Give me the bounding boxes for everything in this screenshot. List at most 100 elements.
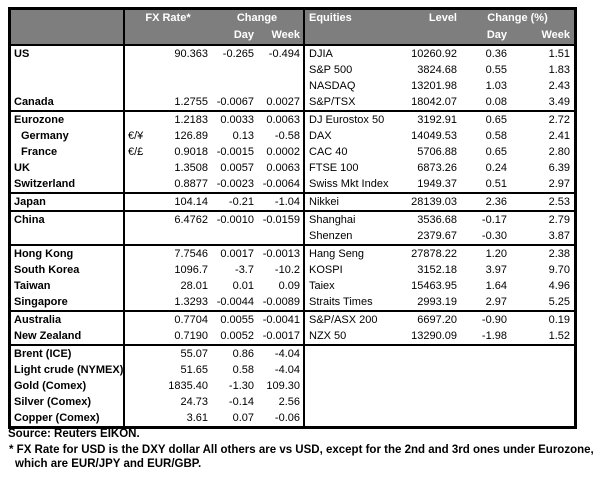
equity-week-change-cell xyxy=(511,410,574,426)
table-section: Japan 104.14 -0.21 -1.04 Nikkei 28139.03 2.36 2… xyxy=(11,192,574,210)
table-row: Silver (Comex) 24.73 -0.14 2.56 xyxy=(11,394,574,410)
country-cell: Canada xyxy=(11,94,125,110)
fx-week-change-cell: -1.04 xyxy=(257,194,305,210)
fx-rate-cell: 0.8877 xyxy=(174,178,208,190)
table-row: Eurozone 1.2183 0.0033 0.0063 DJ Eurostox 50… xyxy=(11,112,574,128)
equity-name-cell: FTSE 100 xyxy=(309,162,359,174)
equity-week-change-cell: 2.53 xyxy=(548,196,570,208)
currency-pair-cell xyxy=(125,378,151,394)
header-corner-cell-2 xyxy=(11,27,125,44)
fx-rate-cell: 51.65 xyxy=(180,364,208,376)
fx-week-change-cell: 0.0002 xyxy=(257,144,305,160)
equity-level-cell xyxy=(397,394,461,410)
equity-week-change-cell xyxy=(511,346,574,362)
equity-week-change-cell: 1.52 xyxy=(548,330,570,342)
table-section: Eurozone 1.2183 0.0033 0.0063 DJ Eurostox 50… xyxy=(11,110,574,192)
equity-week-change-cell: 2.79 xyxy=(548,214,570,226)
table-row: Brent (ICE) 55.07 0.86 -4.04 xyxy=(11,346,574,362)
currency-pair-cell xyxy=(125,160,151,176)
equity-week-change-cell xyxy=(511,362,574,378)
fx-week-change-cell: -0.0041 xyxy=(257,312,305,328)
equity-name-cell: Swiss Mkt Index xyxy=(309,178,389,190)
fx-week-change-cell: -0.494 xyxy=(257,46,305,62)
fx-day-change-cell xyxy=(211,62,257,78)
country-cell xyxy=(11,228,125,244)
fx-day-change-cell: -3.7 xyxy=(235,264,254,276)
equity-week-change-cell: 9.70 xyxy=(548,264,570,276)
equity-day-change-cell xyxy=(461,394,511,410)
fx-day-change-cell: 0.0017 xyxy=(220,248,254,260)
fx-week-change-cell: -4.04 xyxy=(257,346,305,362)
equity-level-cell: 28139.03 xyxy=(411,196,457,208)
equity-name-cell: DAX xyxy=(309,130,332,142)
equity-level-cell xyxy=(397,346,461,362)
fx-equities-table: FX Rate* Change Equities Level Change (%… xyxy=(8,7,577,429)
equity-week-change-cell: 2.41 xyxy=(548,130,570,142)
fx-week-change-cell: -10.2 xyxy=(257,262,305,278)
equity-level-cell xyxy=(397,362,461,378)
fx-week-change-cell: -0.0159 xyxy=(257,212,305,228)
equity-level-cell: 18042.07 xyxy=(411,96,457,108)
table-row: Copper (Comex) 3.61 0.07 -0.06 xyxy=(11,410,574,426)
equity-week-change-cell: 2.72 xyxy=(548,114,570,126)
equity-name-cell: KOSPI xyxy=(309,264,343,276)
table-section: Hong Kong 7.7546 0.0017 -0.0013 Hang Seng 278… xyxy=(11,244,574,310)
fx-rate-cell: 0.7190 xyxy=(174,330,208,342)
equity-week-change-cell xyxy=(511,378,574,394)
header-corner-cell xyxy=(11,10,125,27)
equity-day-change-cell: 2.36 xyxy=(485,196,507,208)
fx-day-change-cell: 0.86 xyxy=(232,348,254,360)
equity-week-change-cell: 2.80 xyxy=(548,146,570,158)
equity-week-change-cell: 3.87 xyxy=(548,230,570,242)
country-cell: Switzerland xyxy=(11,176,125,192)
equity-week-change-cell xyxy=(511,394,574,410)
equity-level-cell: 15463.95 xyxy=(411,280,457,292)
equity-week-change-cell: 2.38 xyxy=(548,248,570,260)
fx-week-change-cell: -0.0017 xyxy=(257,328,305,344)
equity-day-change-cell: 3.97 xyxy=(485,264,507,276)
equity-day-change-cell: 0.58 xyxy=(485,130,507,142)
currency-pair-cell xyxy=(125,262,151,278)
table-row: Taiwan 28.01 0.01 0.09 Taiex 15463.95 1.64 4.96 xyxy=(11,278,574,294)
equity-day-change-cell: 0.51 xyxy=(485,178,507,190)
fx-day-change-cell: 0.07 xyxy=(232,412,254,424)
currency-pair-cell: €/£ xyxy=(128,146,144,158)
table-header: FX Rate* Change Equities Level Change (%… xyxy=(11,10,574,46)
source-note: Source: Reuters EIKON. xyxy=(8,428,140,440)
currency-pair-cell xyxy=(125,212,151,228)
equity-name-cell: Shenzen xyxy=(309,230,353,242)
equity-level-cell: 13201.98 xyxy=(411,80,457,92)
equity-name-cell: Shanghai xyxy=(309,214,356,226)
country-cell: Japan xyxy=(11,194,125,210)
equity-level-cell: 3192.91 xyxy=(417,114,457,126)
fx-rate-cell: 6.4762 xyxy=(174,214,208,226)
fx-rate-cell: 1.2183 xyxy=(174,114,208,126)
table-row: South Korea 1096.7 -3.7 -10.2 KOSPI 3152.18 3.… xyxy=(11,262,574,278)
equity-level-cell: 3536.68 xyxy=(417,214,457,226)
fx-day-change-cell: -0.0067 xyxy=(216,96,254,108)
equity-name-cell: DJIA xyxy=(309,48,333,60)
currency-pair-cell xyxy=(125,46,151,62)
fx-rate-cell: 104.14 xyxy=(174,196,208,208)
equity-level-cell xyxy=(397,378,461,394)
equity-week-change-cell: 2.43 xyxy=(548,80,570,92)
equity-name-cell: Taiex xyxy=(309,280,335,292)
equity-day-change-cell: -0.90 xyxy=(481,314,507,326)
fx-week-change-cell: -0.0089 xyxy=(257,294,305,310)
fx-rate-cell: 1835.40 xyxy=(168,380,208,392)
equity-day-change-cell xyxy=(461,362,511,378)
table-section: Brent (ICE) 55.07 0.86 -4.04 Light crude (NY… xyxy=(11,344,574,426)
equity-name-cell: NZX 50 xyxy=(309,330,347,342)
country-cell: Eurozone xyxy=(11,112,125,128)
equity-day-change-cell: 0.24 xyxy=(485,162,507,174)
fx-week-change-cell: -0.0064 xyxy=(257,176,305,192)
country-cell: Singapore xyxy=(11,294,125,310)
header-fx-rate: FX Rate* xyxy=(145,12,191,24)
country-cell: Gold (Comex) xyxy=(11,378,125,394)
country-cell: UK xyxy=(11,160,125,176)
currency-pair-cell xyxy=(125,112,151,128)
currency-pair-cell xyxy=(125,394,151,410)
header-fx-change: Change xyxy=(211,10,305,27)
equity-name-cell xyxy=(305,410,397,426)
currency-pair-cell xyxy=(125,94,151,110)
